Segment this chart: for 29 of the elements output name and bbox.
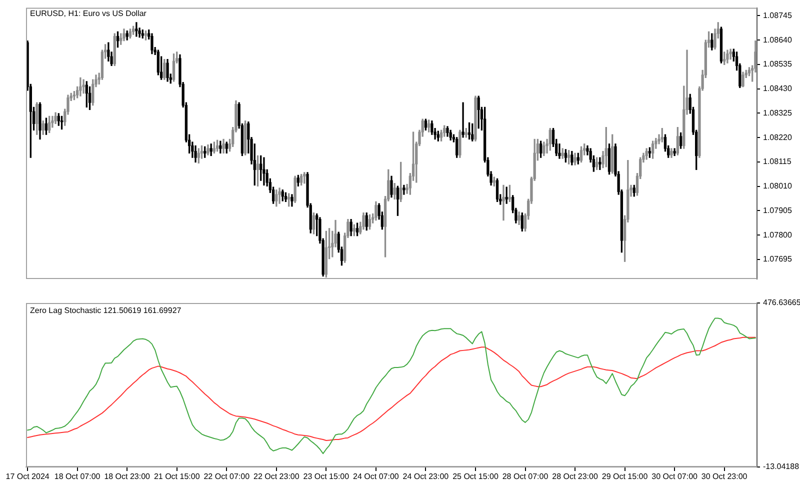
x-tick-label: 22 Oct 07:00 [204,472,250,482]
x-tick-label: 30 Oct 07:00 [652,472,698,482]
x-tick-label: 28 Oct 23:00 [552,472,598,482]
x-tick-label: 17 Oct 2024 [6,472,50,482]
x-tick-label: 23 Oct 15:00 [303,472,350,482]
y-tick-label: 1.08325 [763,108,792,118]
y-tick-label: 1.07905 [763,206,792,215]
y-tick-label: 1.07800 [763,230,792,240]
x-tick-label: 24 Oct 07:00 [353,472,400,482]
chart-title: EURUSD, H1: Euro vs US Dollar [30,9,147,18]
y-tick-label: 1.08220 [763,132,792,142]
y-tick-label: 1.08535 [763,60,792,69]
x-tick-label: 18 Oct 07:00 [54,472,101,482]
x-tick-label: 25 Oct 15:00 [452,472,499,482]
y-tick-label: 1.08745 [763,10,792,20]
x-tick-label: 30 Oct 23:00 [701,472,748,482]
y-tick-label: 1.08010 [763,182,792,191]
y-tick-label: 1.08430 [763,84,792,94]
chart-title: Zero Lag Stochastic 121.50619 161.69927 [30,306,182,316]
x-tick-label: 18 Oct 23:00 [104,472,151,482]
y-tick-label: 1.08115 [763,157,792,166]
y-tick-label: 1.08640 [763,35,792,44]
y-tick-label: 1.07695 [763,254,792,264]
x-tick-label: 29 Oct 15:00 [602,472,648,482]
x-tick-label: 28 Oct 07:00 [502,472,549,482]
x-tick-label: 24 Oct 23:00 [402,472,450,482]
x-tick-label: 22 Oct 23:00 [254,472,300,482]
y-tick-label: -13.04188 [763,462,800,472]
x-tick-label: 21 Oct 15:00 [154,472,200,482]
